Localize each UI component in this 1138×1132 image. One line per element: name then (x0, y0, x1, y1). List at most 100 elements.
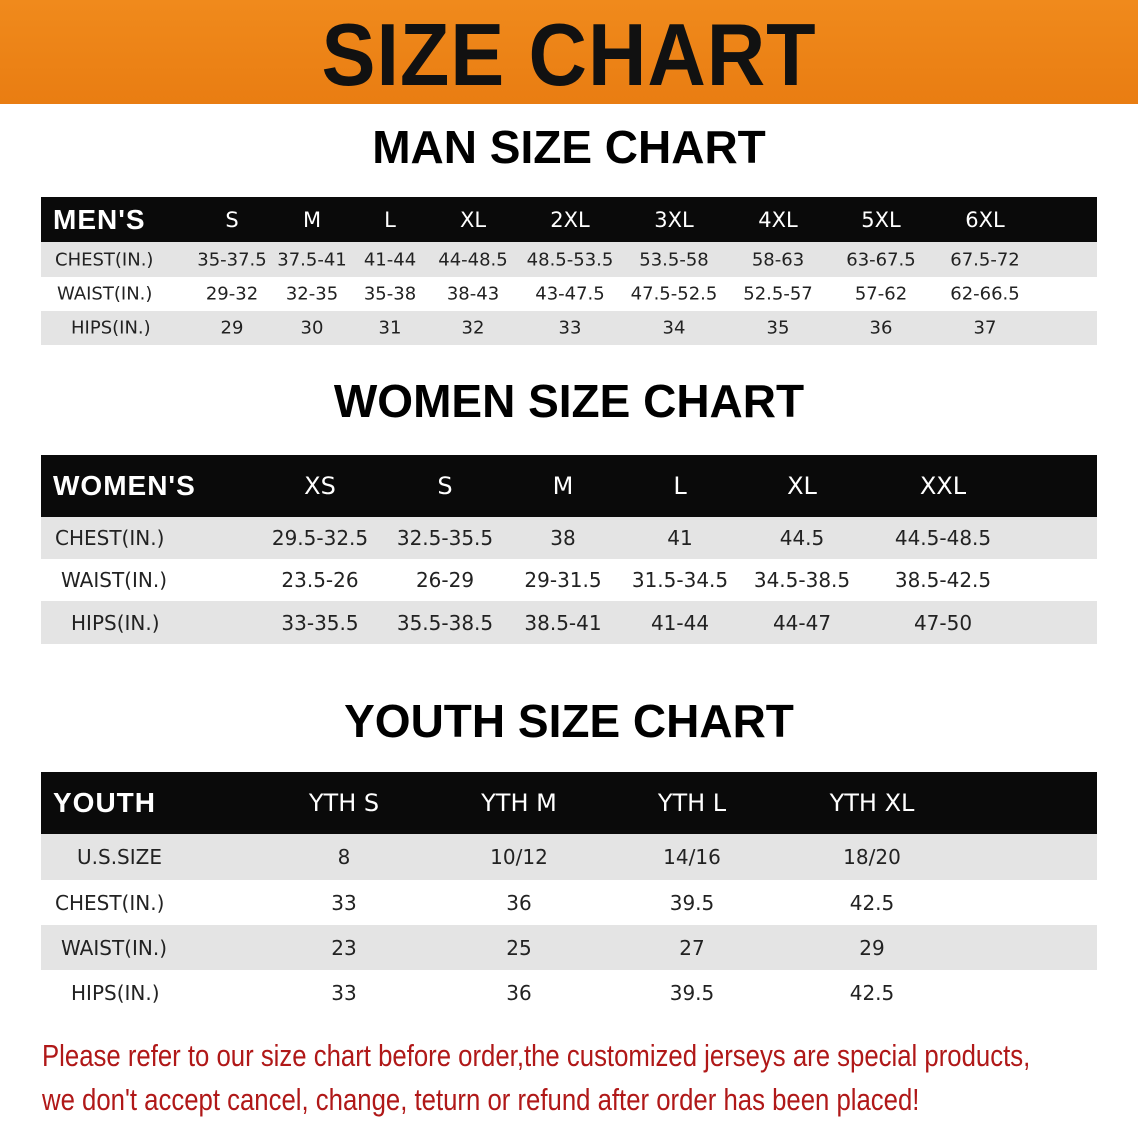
banner-title: SIZE CHART (321, 5, 817, 104)
measurement-label: HIPS(IN.) (71, 610, 160, 635)
measurement-label: HIPS(IN.) (71, 317, 151, 339)
table-cell: 44.5 (779, 526, 825, 550)
size-header-cell: M (302, 207, 322, 232)
table-row: HIPS(IN.) 33 36 39.5 42.5 (41, 970, 1097, 1015)
table-cell: 26-29 (415, 568, 475, 592)
measurement-label: U.S.SIZE (77, 845, 162, 869)
table-row: CHEST(IN.) 35-37.5 37.5-41 41-44 44-48.5 48.5… (41, 242, 1097, 277)
table-cell: 62-66.5 (950, 283, 1020, 305)
measurement-label: WAIST(IN.) (61, 935, 167, 960)
table-cell: 25 (506, 935, 532, 960)
table-cell: 57-62 (854, 283, 908, 305)
table-cell: 42.5 (849, 890, 895, 915)
table-cell: 31 (378, 317, 402, 339)
size-header-cell: XL (787, 472, 817, 500)
table-cell: 41-44 (363, 249, 417, 270)
size-header-cell: YTH L (657, 789, 727, 817)
women-section-title: WOMEN SIZE CHART (333, 375, 805, 427)
table-cell: 35-38 (363, 283, 417, 305)
table-cell: 37.5-41 (277, 249, 347, 270)
table-cell: 29 (859, 935, 885, 960)
table-cell: 47.5-52.5 (630, 283, 718, 305)
table-cell: 32 (461, 317, 485, 339)
table-row: WAIST(IN.) 23 25 27 29 (41, 925, 1097, 970)
table-row: CHEST(IN.) 29.5-32.5 32.5-35.5 38 41 44.5 44.5… (41, 517, 1097, 559)
size-header-cell: 2XL (550, 207, 590, 232)
size-header-cell: L (673, 472, 687, 500)
table-cell: 35 (766, 317, 790, 339)
size-header-cell: YTH XL (829, 789, 915, 817)
table-cell: 38.5-41 (524, 610, 602, 635)
table-row: WAIST(IN.) 29-32 32-35 35-38 38-43 43-47.5 47.… (41, 277, 1097, 311)
notice-line-2: we don't accept cancel, change, teturn o… (42, 1082, 920, 1117)
table-cell: 38.5-42.5 (894, 568, 992, 592)
measurement-label: CHEST(IN.) (55, 249, 154, 270)
youth-section-title: YOUTH SIZE CHART (344, 695, 794, 747)
banner: SIZE CHART (0, 0, 1138, 104)
table-title-cell: WOMEN'S (53, 470, 196, 501)
table-cell: 58-63 (751, 249, 805, 270)
table-cell: 41-44 (650, 610, 710, 635)
size-header-cell: 5XL (861, 207, 901, 232)
table-cell: 44-47 (772, 610, 832, 635)
notice-line-1: Please refer to our size chart before or… (42, 1038, 1031, 1073)
table-cell: 36 (506, 980, 532, 1005)
size-header-cell: XXL (919, 472, 967, 500)
table-cell: 36 (869, 317, 893, 339)
measurement-label: CHEST(IN.) (55, 526, 165, 550)
table-cell: 35-37.5 (197, 249, 267, 270)
table-cell: 44.5-48.5 (894, 526, 992, 550)
measurement-label: WAIST(IN.) (61, 568, 167, 592)
table-cell: 29.5-32.5 (271, 526, 369, 550)
table-cell: 44-48.5 (438, 249, 508, 270)
table-cell: 33-35.5 (281, 610, 359, 635)
men-size-table: MEN'S S M L XL 2XL 3XL 4XL 5XL 6XL CHEST(IN.) 35-37… (41, 197, 1097, 345)
size-header-cell: M (552, 472, 574, 500)
measurement-label: HIPS(IN.) (71, 980, 160, 1005)
table-row: HIPS(IN.) 33-35.5 35.5-38.5 38.5-41 41-44 44-… (41, 601, 1097, 644)
table-title-cell: MEN'S (53, 203, 146, 235)
table-cell: 47-50 (913, 610, 973, 635)
table-cell: 27 (679, 935, 705, 960)
size-header-cell: XL (459, 207, 487, 232)
table-cell: 48.5-53.5 (526, 249, 614, 270)
size-header-cell: 6XL (965, 207, 1005, 232)
table-cell: 32-35 (285, 283, 339, 305)
table-cell: 42.5 (849, 980, 895, 1005)
table-row: U.S.SIZE 8 10/12 14/16 18/20 (41, 834, 1097, 880)
table-cell: 30 (300, 317, 324, 339)
table-cell: 36 (506, 890, 532, 915)
table-cell: 35.5-38.5 (396, 610, 494, 635)
size-header-cell: YTH S (308, 789, 380, 817)
table-cell: 63-67.5 (846, 249, 916, 270)
table-cell: 23.5-26 (281, 568, 359, 592)
measurement-label: WAIST(IN.) (57, 283, 153, 305)
table-cell: 43-47.5 (535, 283, 605, 305)
table-cell: 18/20 (843, 845, 901, 869)
table-cell: 34.5-38.5 (753, 568, 851, 592)
table-cell: 38-43 (446, 283, 500, 305)
table-cell: 33 (558, 317, 582, 339)
table-cell: 14/16 (663, 845, 721, 869)
table-cell: 32.5-35.5 (396, 526, 494, 550)
women-header-row: WOMEN'S XS S M L XL XXL (41, 455, 1097, 517)
table-row: WAIST(IN.) 23.5-26 26-29 29-31.5 31.5-34.5 34… (41, 559, 1097, 601)
table-cell: 39.5 (669, 890, 715, 915)
table-cell: 39.5 (669, 980, 715, 1005)
table-cell: 29-31.5 (524, 568, 602, 592)
size-header-cell: L (384, 207, 396, 232)
table-cell: 41 (667, 526, 693, 550)
size-header-cell: 4XL (758, 207, 798, 232)
table-cell: 52.5-57 (743, 283, 813, 305)
men-header-row: MEN'S S M L XL 2XL 3XL 4XL 5XL 6XL (41, 197, 1097, 242)
table-cell: 29-32 (205, 283, 259, 305)
size-header-cell: XS (304, 472, 336, 500)
table-cell: 8 (337, 845, 351, 869)
measurement-label: CHEST(IN.) (55, 890, 165, 915)
table-cell: 34 (662, 317, 686, 339)
table-cell: 29 (220, 317, 244, 339)
table-cell: 38 (550, 526, 576, 550)
table-cell: 67.5-72 (950, 249, 1020, 270)
table-cell: 33 (331, 890, 357, 915)
table-row: CHEST(IN.) 33 36 39.5 42.5 (41, 880, 1097, 925)
